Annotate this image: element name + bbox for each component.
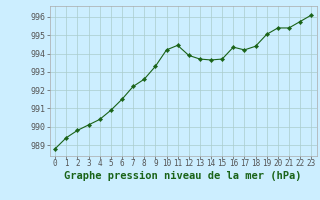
X-axis label: Graphe pression niveau de la mer (hPa): Graphe pression niveau de la mer (hPa) bbox=[64, 171, 302, 181]
